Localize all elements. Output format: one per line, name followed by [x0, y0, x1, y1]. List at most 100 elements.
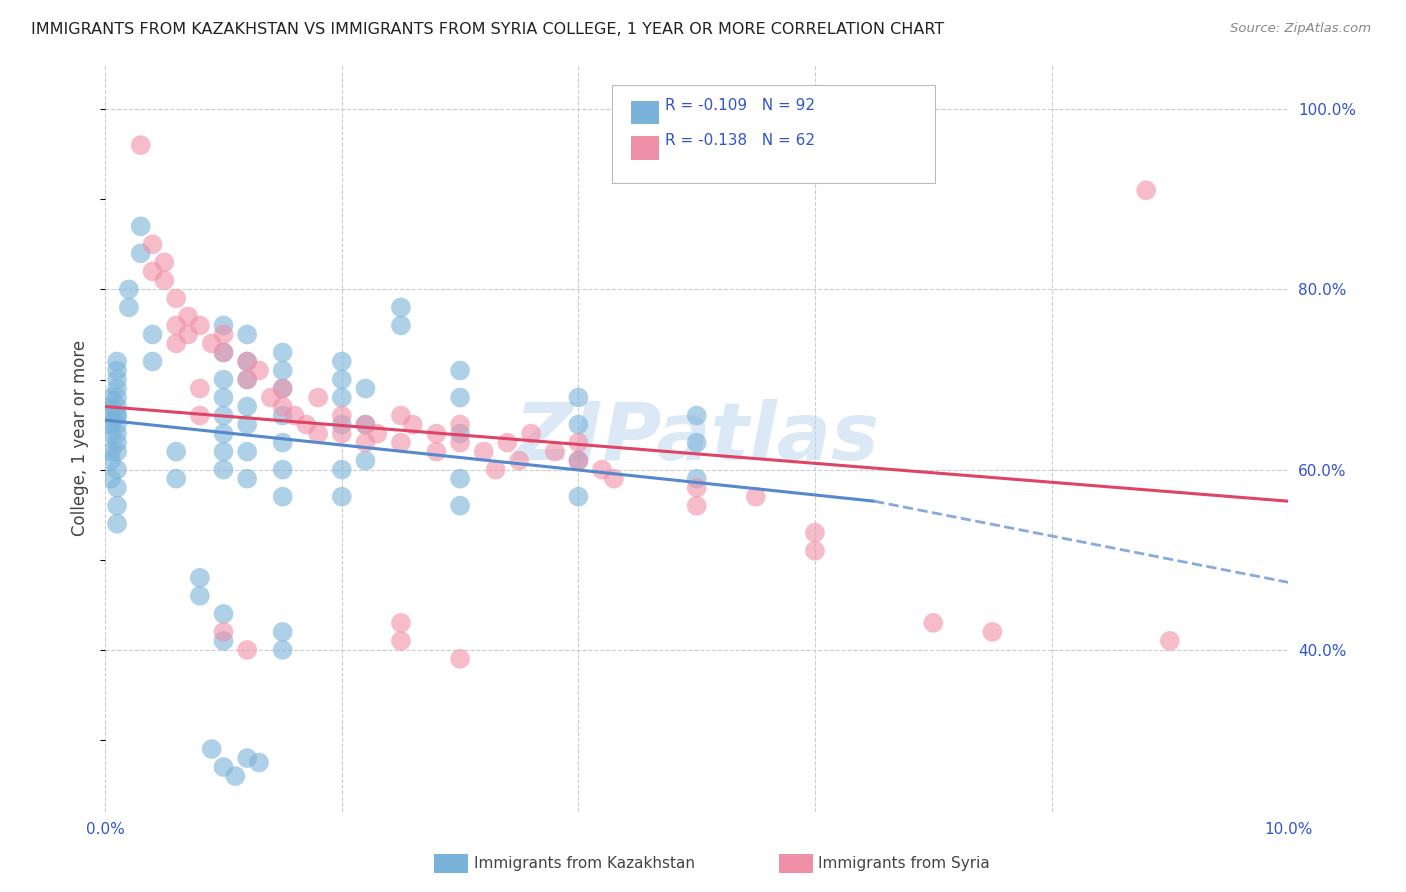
Point	[354, 417, 377, 432]
Point	[449, 472, 471, 486]
Point	[212, 409, 235, 423]
Point	[100, 417, 122, 432]
Point	[100, 453, 122, 467]
Point	[283, 409, 305, 423]
Point	[271, 463, 294, 477]
Point	[212, 345, 235, 359]
Point	[105, 435, 128, 450]
Point	[449, 435, 471, 450]
Point	[212, 426, 235, 441]
Point	[105, 499, 128, 513]
Point	[188, 409, 211, 423]
Point	[389, 633, 412, 648]
Point	[236, 354, 259, 368]
Text: ZIPatlas: ZIPatlas	[515, 399, 879, 477]
Point	[685, 472, 707, 486]
Point	[922, 615, 945, 630]
Point	[141, 327, 163, 342]
Point	[591, 463, 613, 477]
Point	[449, 391, 471, 405]
Point	[567, 391, 589, 405]
Point	[236, 372, 259, 386]
Point	[105, 426, 128, 441]
Point	[201, 336, 224, 351]
Point	[981, 624, 1004, 639]
Point	[236, 327, 259, 342]
Point	[165, 318, 187, 333]
Point	[105, 372, 128, 386]
Point	[330, 426, 353, 441]
Point	[330, 417, 353, 432]
Point	[330, 372, 353, 386]
Point	[449, 426, 471, 441]
Point	[105, 444, 128, 458]
Point	[745, 490, 768, 504]
Point	[449, 417, 471, 432]
Point	[165, 472, 187, 486]
Point	[100, 391, 122, 405]
Point	[100, 472, 122, 486]
Point	[129, 246, 152, 260]
Point	[508, 453, 530, 467]
Point	[567, 490, 589, 504]
Point	[1135, 183, 1157, 197]
Point	[271, 490, 294, 504]
Point	[484, 463, 506, 477]
Point	[247, 363, 270, 377]
Point	[118, 282, 141, 296]
Point	[212, 633, 235, 648]
Point	[165, 336, 187, 351]
Point	[100, 426, 122, 441]
Point	[520, 426, 543, 441]
Point	[212, 318, 235, 333]
Point	[1159, 633, 1181, 648]
Point	[271, 382, 294, 396]
Point	[236, 372, 259, 386]
Point	[354, 435, 377, 450]
Point	[449, 363, 471, 377]
Point	[212, 463, 235, 477]
Point	[685, 499, 707, 513]
Point	[354, 382, 377, 396]
Point	[129, 219, 152, 234]
Point	[389, 435, 412, 450]
Point	[153, 255, 176, 269]
Point	[212, 760, 235, 774]
Point	[100, 444, 122, 458]
Point	[449, 652, 471, 666]
Point	[472, 444, 495, 458]
Point	[685, 435, 707, 450]
Text: Immigrants from Kazakhstan: Immigrants from Kazakhstan	[474, 856, 695, 871]
Point	[165, 444, 187, 458]
Point	[188, 589, 211, 603]
Point	[804, 543, 827, 558]
Point	[105, 391, 128, 405]
Point	[105, 417, 128, 432]
Point	[212, 327, 235, 342]
Point	[188, 571, 211, 585]
Point	[330, 354, 353, 368]
Point	[201, 742, 224, 756]
Point	[496, 435, 519, 450]
Text: IMMIGRANTS FROM KAZAKHSTAN VS IMMIGRANTS FROM SYRIA COLLEGE, 1 YEAR OR MORE CORR: IMMIGRANTS FROM KAZAKHSTAN VS IMMIGRANTS…	[31, 22, 945, 37]
Point	[389, 301, 412, 315]
Point	[212, 607, 235, 621]
Point	[236, 400, 259, 414]
Point	[165, 292, 187, 306]
Point	[425, 444, 447, 458]
Point	[425, 426, 447, 441]
Point	[212, 391, 235, 405]
Point	[188, 382, 211, 396]
Point	[354, 417, 377, 432]
Point	[177, 327, 200, 342]
Point	[685, 409, 707, 423]
Point	[271, 435, 294, 450]
Point	[212, 345, 235, 359]
Point	[685, 481, 707, 495]
Point	[402, 417, 425, 432]
Point	[105, 363, 128, 377]
Point	[212, 372, 235, 386]
Point	[212, 444, 235, 458]
Point	[153, 273, 176, 287]
Point	[141, 264, 163, 278]
